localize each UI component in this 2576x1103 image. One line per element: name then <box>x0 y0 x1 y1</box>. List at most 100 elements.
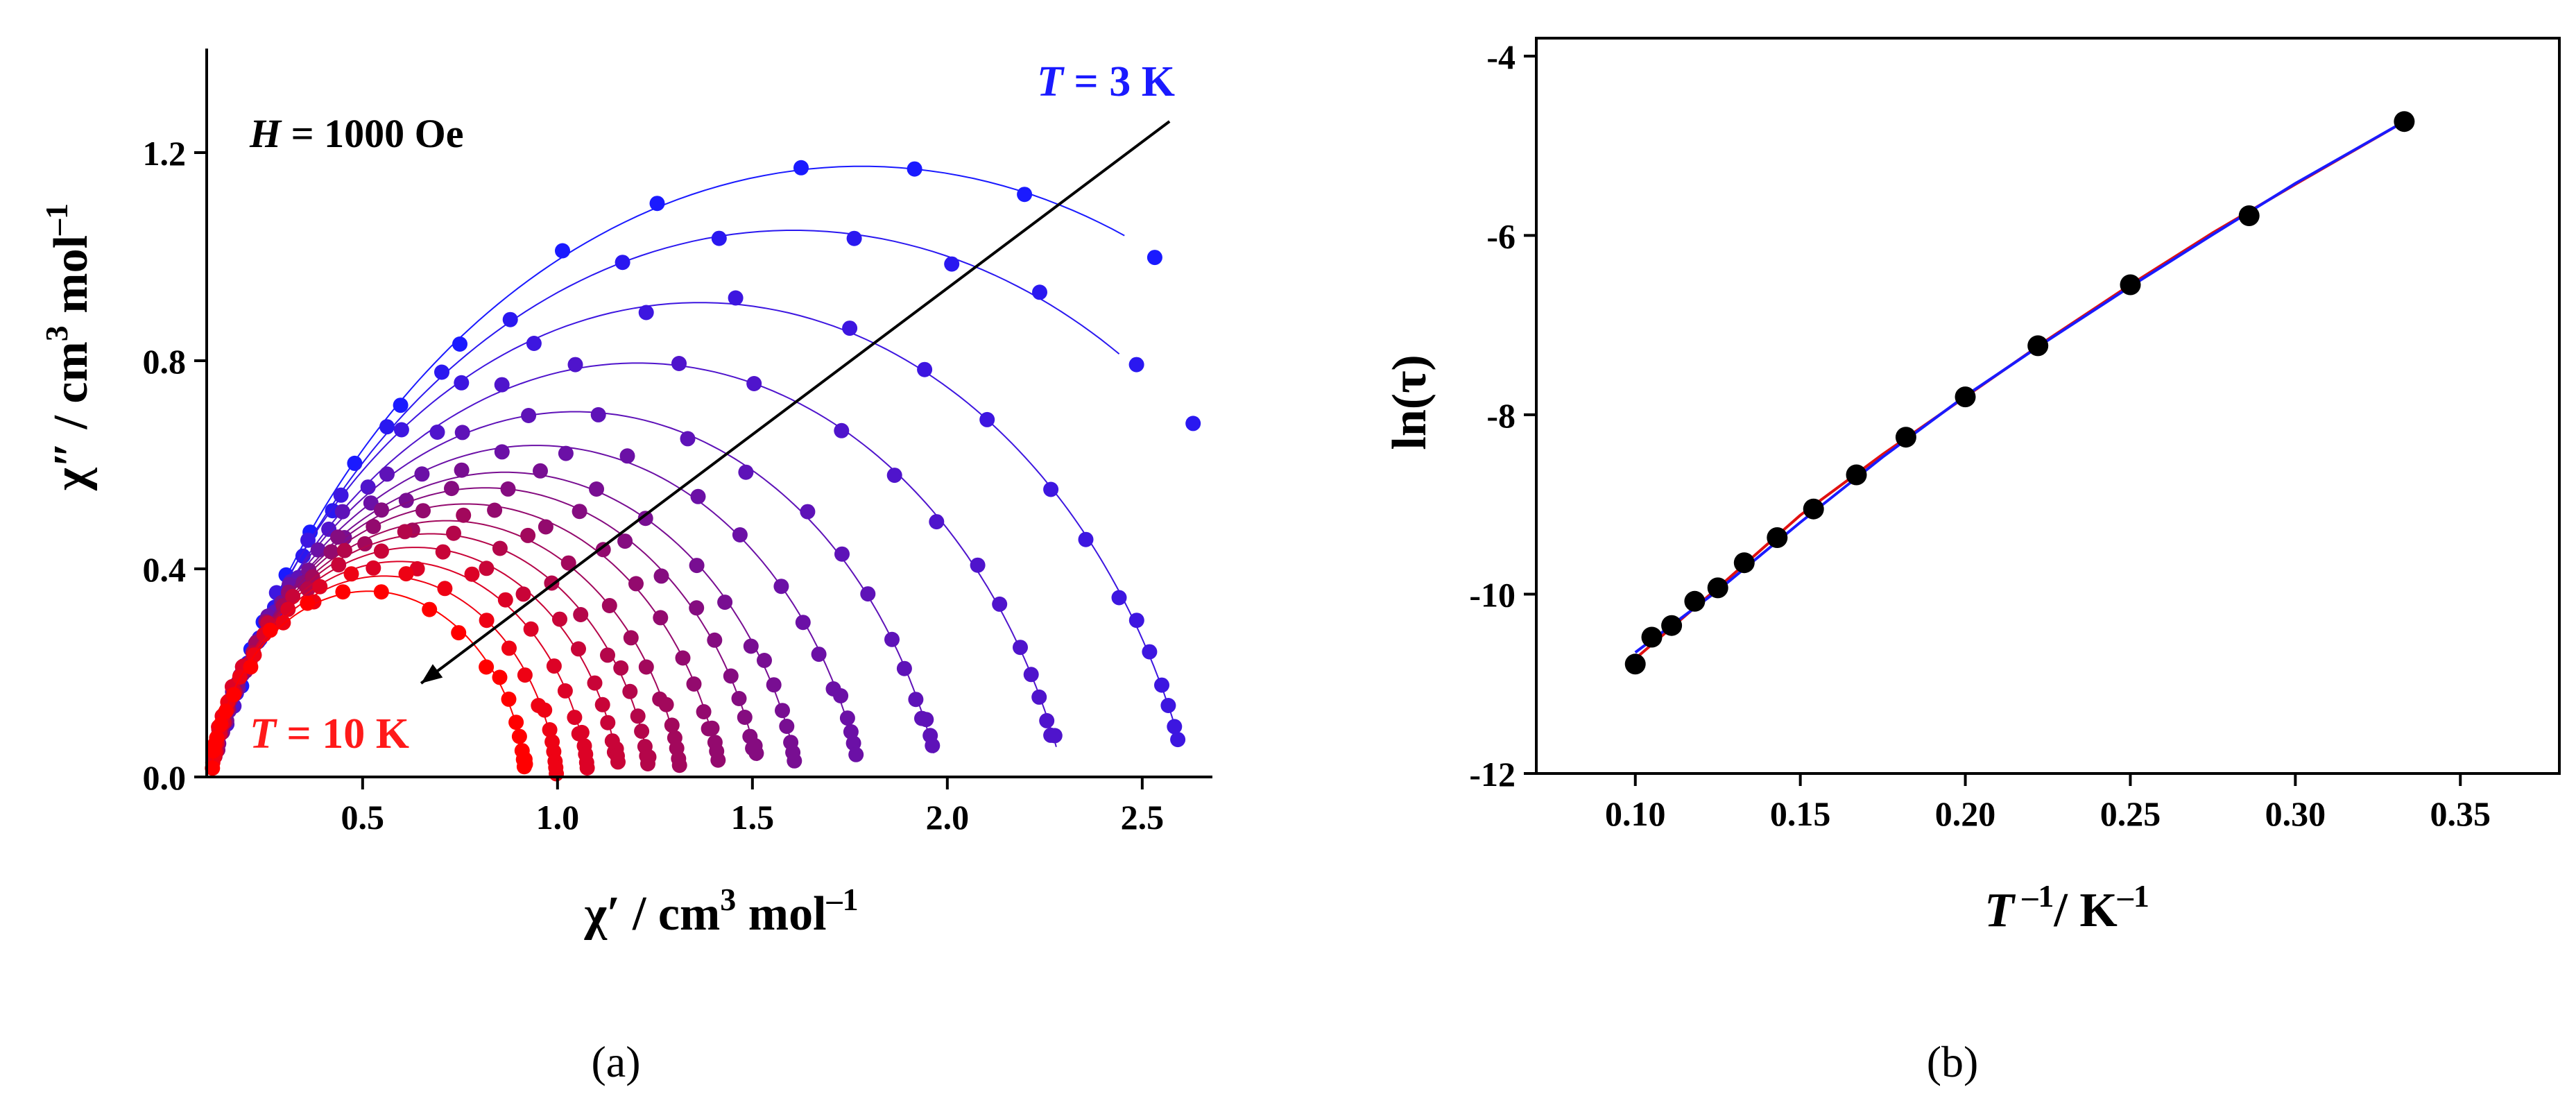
data-point <box>766 677 782 693</box>
data-point <box>738 464 754 480</box>
data-point <box>334 504 350 520</box>
data-point <box>589 481 604 497</box>
data-point <box>641 749 657 765</box>
data-point <box>1128 357 1144 373</box>
y-tick-label: -12 <box>1469 755 1515 794</box>
data-point <box>373 584 389 600</box>
data-point <box>454 425 470 441</box>
data-point <box>634 724 650 739</box>
data-point <box>552 611 567 627</box>
data-point <box>521 408 537 423</box>
data-point <box>649 196 665 212</box>
data-point <box>1023 667 1039 683</box>
data-point <box>846 230 862 246</box>
y-tick-label: -8 <box>1486 396 1515 435</box>
data-point <box>1128 613 1144 629</box>
data-point <box>571 641 586 657</box>
data-point <box>686 676 702 692</box>
data-point <box>2027 335 2049 357</box>
chart-b-y-axis-label: ln(τ) <box>1383 354 1436 450</box>
x-tick-label: 2.5 <box>1121 798 1165 837</box>
data-point <box>1039 712 1055 728</box>
data-point <box>918 712 934 728</box>
data-point <box>456 507 472 523</box>
data-point <box>520 527 536 543</box>
data-point <box>1154 677 1169 693</box>
data-point <box>689 600 705 616</box>
data-point <box>628 576 644 592</box>
data-point <box>637 511 653 527</box>
data-point <box>929 514 945 530</box>
data-point <box>336 542 352 558</box>
data-point <box>907 161 922 177</box>
x-tick-label: 1.0 <box>536 798 580 837</box>
data-point <box>590 407 606 422</box>
cole-cole-series <box>205 584 533 776</box>
data-point <box>560 555 576 571</box>
data-point <box>680 431 696 447</box>
data-point <box>793 160 809 176</box>
data-point <box>1767 527 1788 548</box>
data-point <box>1111 590 1127 606</box>
data-point <box>454 462 470 478</box>
data-point <box>546 658 562 674</box>
data-point <box>414 466 430 482</box>
y-tick-label: 0.8 <box>143 342 187 381</box>
data-point <box>748 745 764 761</box>
data-point <box>454 375 470 391</box>
annotation-field: H = 1000 Oe <box>249 111 464 156</box>
data-point <box>335 584 351 600</box>
data-point <box>1170 732 1186 748</box>
data-point <box>517 667 533 683</box>
arrow-shaft <box>420 120 1171 685</box>
data-point <box>711 230 727 246</box>
data-point <box>579 760 595 776</box>
data-point <box>300 581 316 597</box>
data-point <box>464 566 480 582</box>
data-point <box>435 544 451 560</box>
data-point <box>487 502 503 518</box>
data-point <box>1895 427 1916 448</box>
data-point <box>690 488 706 504</box>
y-tick-label: -6 <box>1486 216 1515 255</box>
y-tick-label: -4 <box>1486 37 1515 76</box>
data-point <box>610 754 626 770</box>
x-tick-label: 2.0 <box>926 798 970 837</box>
data-point <box>366 519 381 534</box>
data-point <box>323 544 339 560</box>
data-point <box>213 717 229 733</box>
data-point <box>232 669 248 685</box>
data-point <box>446 525 461 541</box>
data-point <box>600 647 615 663</box>
chart-a-y-axis-label: χ″ / cm3 mol–1 <box>39 203 98 491</box>
data-point <box>494 377 510 393</box>
data-point <box>533 463 548 479</box>
data-point <box>2120 274 2141 296</box>
data-point <box>572 504 587 520</box>
data-point <box>557 683 573 699</box>
data-point <box>795 615 811 631</box>
data-point <box>834 422 850 438</box>
data-point <box>1846 464 1867 486</box>
data-point <box>415 503 431 519</box>
data-point <box>728 290 744 306</box>
data-point <box>717 595 733 610</box>
data-point <box>444 481 459 497</box>
chart-a-ticks: 0.5 1.0 1.5 2.0 2.5 0.0 0.4 0.8 1.2 <box>143 134 1165 837</box>
data-point <box>374 502 389 518</box>
data-point <box>226 687 241 703</box>
data-point <box>397 524 413 540</box>
data-point <box>811 647 827 662</box>
data-point <box>209 730 225 746</box>
data-point <box>502 311 518 327</box>
data-point <box>1641 626 1663 648</box>
data-point <box>205 760 221 776</box>
data-point <box>537 702 553 718</box>
chart-b-ticks: 0.10 0.15 0.20 0.25 0.30 0.35 -12 -10 -8 -6 -4 <box>1469 37 2491 833</box>
data-point <box>347 455 363 471</box>
data-point <box>653 610 669 626</box>
data-point <box>834 546 850 562</box>
x-tick-label: 0.25 <box>2100 794 2161 833</box>
